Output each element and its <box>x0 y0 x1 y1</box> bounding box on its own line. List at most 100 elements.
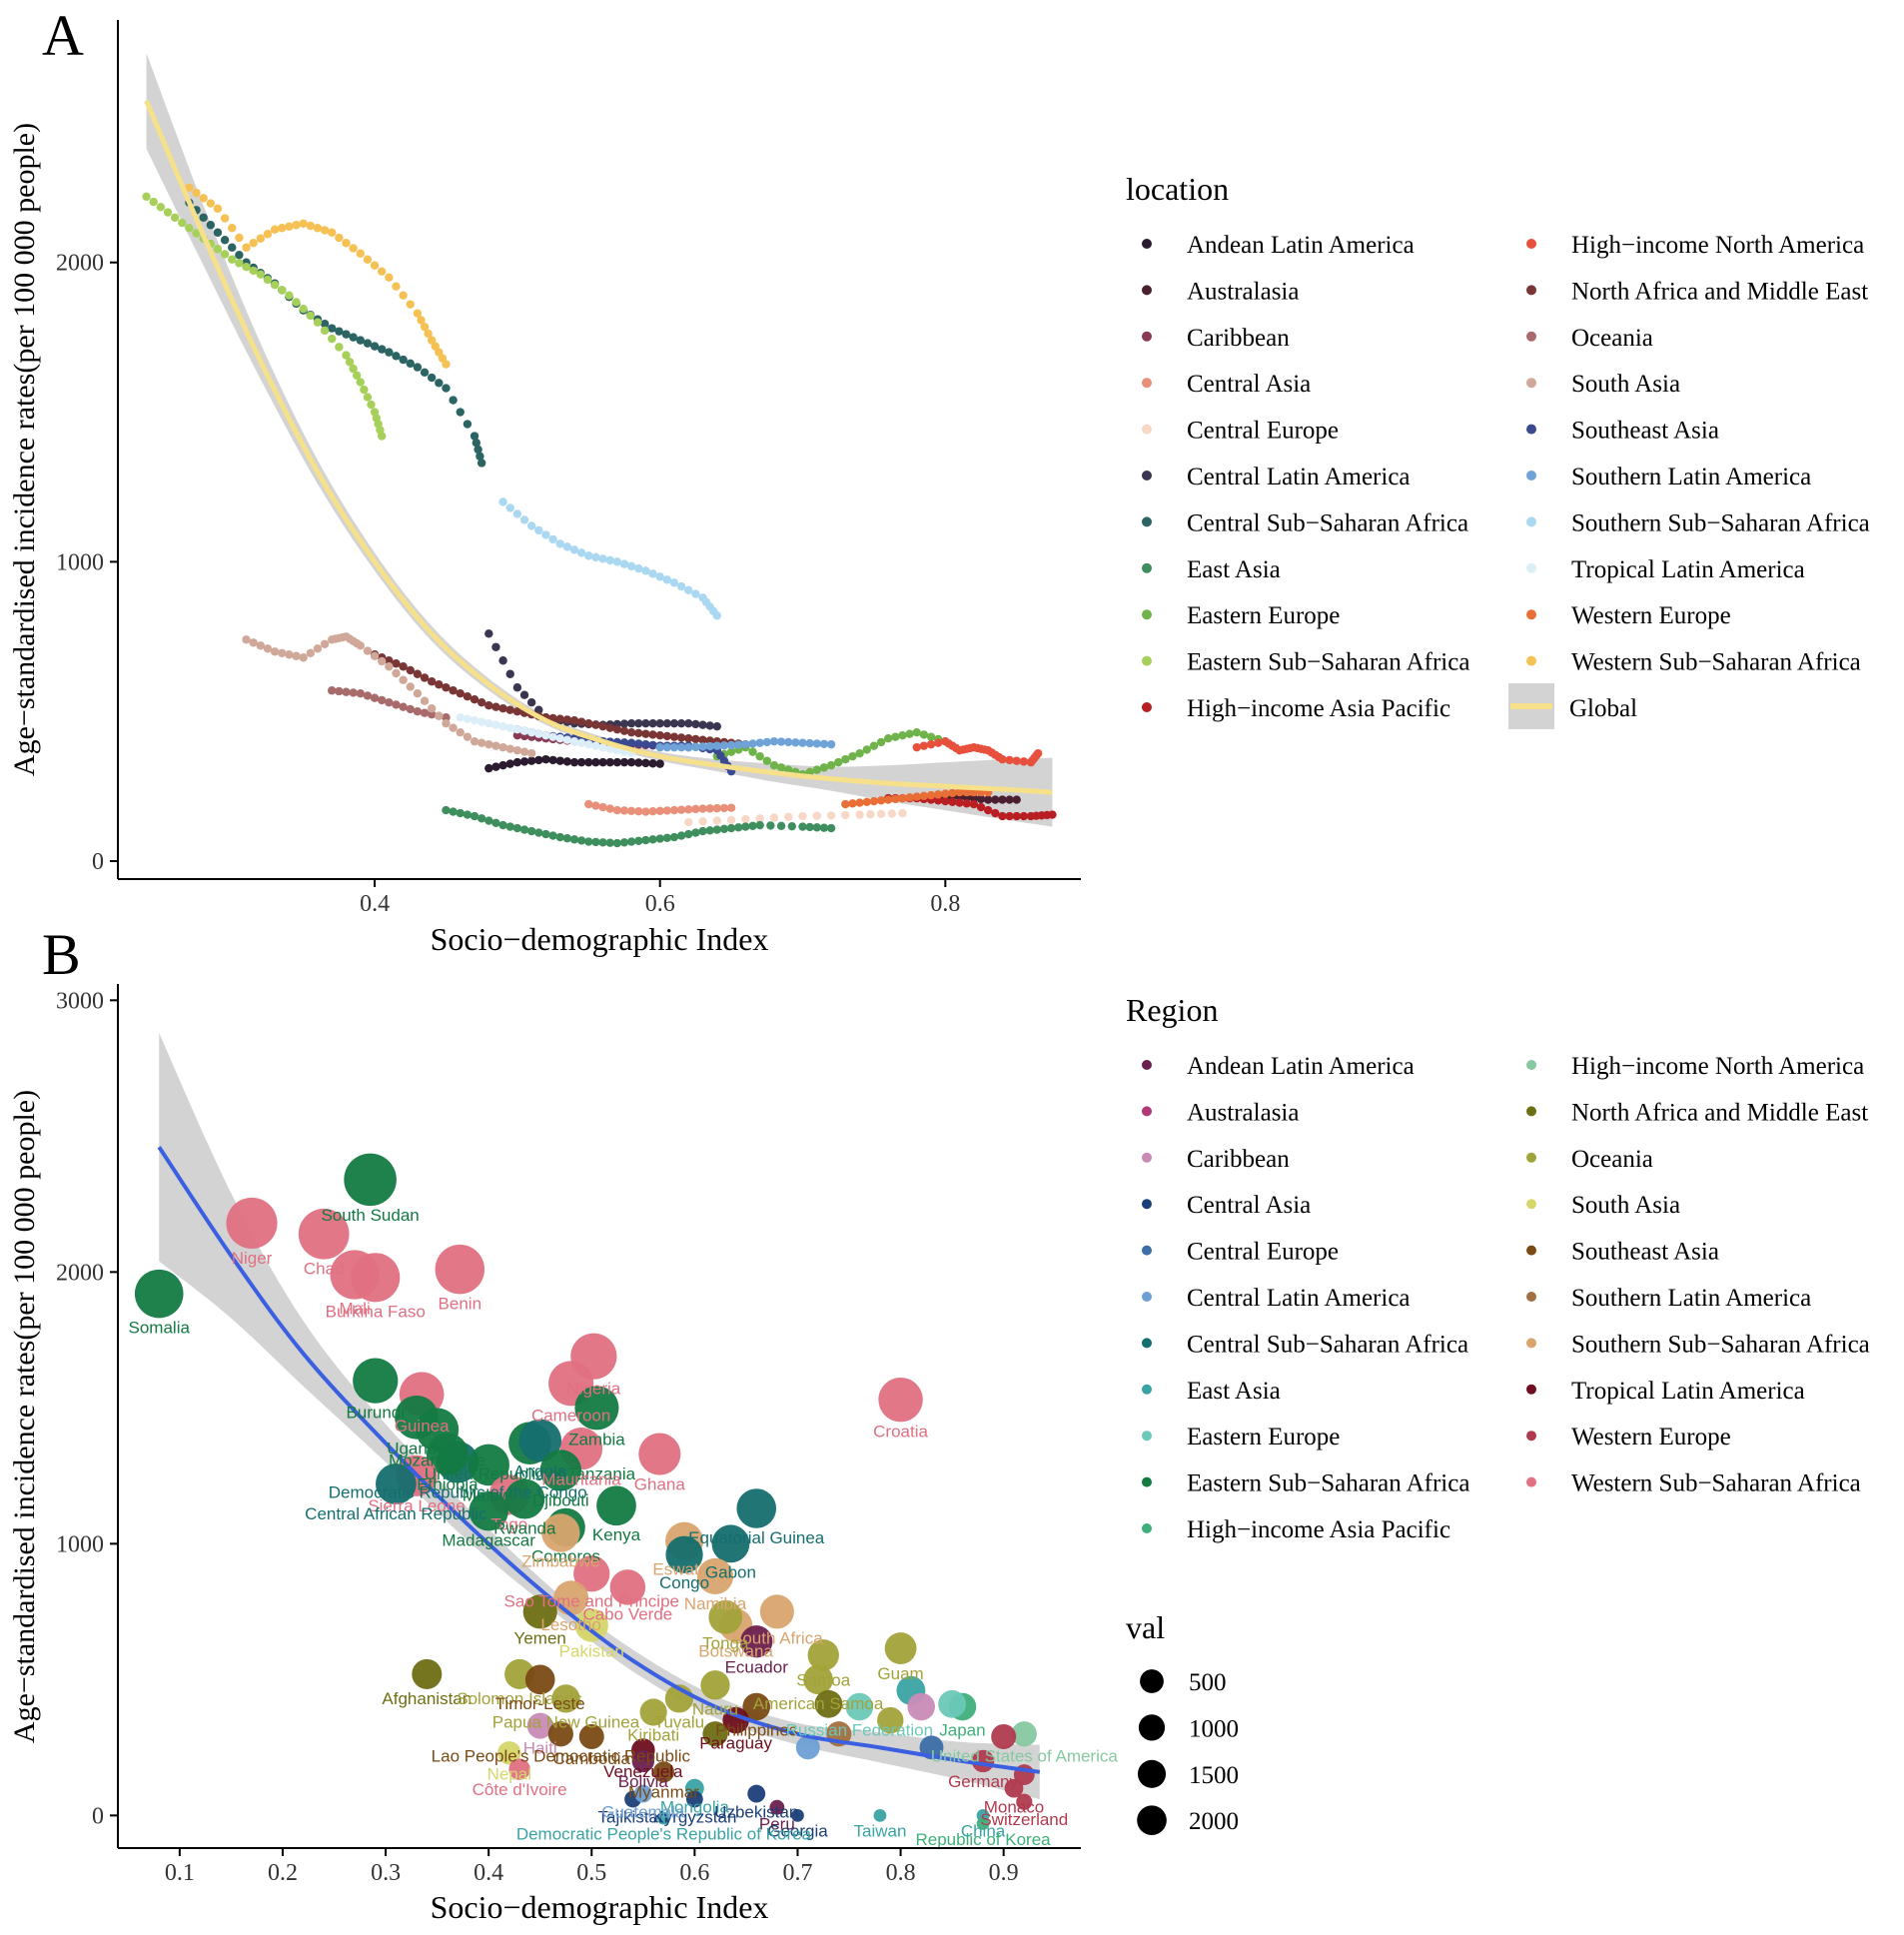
b-y-tick-label: 1000 <box>56 1531 104 1557</box>
legend-a-label-southern-sub-saharan-africa: Southern Sub−Saharan Africa <box>1571 509 1870 536</box>
country-label-philippines: Philippines <box>715 1720 797 1739</box>
point-central-asia <box>719 803 729 813</box>
point-eastern-europe <box>898 730 907 740</box>
point-southern-latin-america <box>748 739 757 748</box>
a-y-tick-label: 0 <box>92 849 104 875</box>
point-eastern-europe <box>855 748 864 758</box>
point-eastern-europe <box>819 763 829 772</box>
point-central-sub-saharan-africa <box>406 359 415 369</box>
point-east-asia <box>505 822 514 831</box>
point-tropical-latin-america <box>584 739 593 749</box>
country-label-kiribati: Kiribati <box>627 1726 679 1745</box>
size-legend-key-500 <box>1140 1669 1164 1693</box>
point-eastern-europe <box>869 741 879 750</box>
point-central-asia <box>669 805 679 815</box>
point-east-asia <box>734 823 743 832</box>
b-x-tick-label: 0.3 <box>371 1860 401 1886</box>
point-central-latin-america <box>698 720 707 729</box>
a-x-tick-label: 0.8 <box>930 891 960 917</box>
point-eastern-europe <box>826 760 836 770</box>
point-east-asia <box>812 823 821 832</box>
point-eastern-sub-saharan-africa <box>353 371 362 381</box>
point-central-sub-saharan-africa <box>228 243 237 252</box>
point-southern-latin-america <box>676 742 686 752</box>
panel-a-y-ticks: 0 1000 2000 <box>56 251 118 875</box>
point-andean-latin-america <box>541 754 550 764</box>
point-east-asia <box>626 837 636 846</box>
point-western-sub-saharan-africa <box>242 243 251 252</box>
bubble-ecuador <box>740 1625 773 1658</box>
country-label-tajikistan: Tajikistan <box>598 1807 668 1826</box>
point-australasia <box>998 795 1007 804</box>
point-eastern-sub-saharan-africa <box>256 270 266 279</box>
legend-a-label-east-asia: East Asia <box>1187 556 1281 583</box>
point-north-africa-and-middle-east <box>498 703 507 713</box>
point-western-sub-saharan-africa <box>270 225 280 234</box>
b-x-tick-label: 0.9 <box>989 1860 1019 1886</box>
point-western-europe <box>905 793 914 802</box>
country-label-lao-people-s-democratic-republic: Lao People's Democratic Republic <box>432 1746 691 1765</box>
bubble-burundi <box>353 1358 399 1404</box>
point-central-europe <box>866 810 875 819</box>
country-label-monaco: Monaco <box>984 1798 1044 1817</box>
point-south-asia <box>249 638 258 647</box>
point-oceania <box>370 693 380 702</box>
bubble-gabon <box>711 1524 750 1563</box>
point-central-latin-america <box>534 705 543 714</box>
legend-b-label-southern-sub-saharan-africa: Southern Sub−Saharan Africa <box>1571 1331 1870 1358</box>
point-central-latin-america <box>691 719 700 729</box>
country-label-timor-leste: Timor-Leste <box>495 1694 585 1713</box>
point-southern-latin-america <box>798 738 807 747</box>
point-western-sub-saharan-africa <box>228 224 237 233</box>
legend-a-key-western-sub-saharan-africa <box>1526 655 1536 666</box>
point-eastern-europe <box>812 765 821 774</box>
point-southern-sub-saharan-africa <box>669 578 679 587</box>
country-label-botswana: Botswana <box>698 1642 773 1661</box>
country-label-congo: Congo <box>659 1573 709 1592</box>
point-southern-sub-saharan-africa <box>676 581 686 591</box>
bubble-chad <box>298 1208 350 1260</box>
point-central-sub-saharan-africa <box>470 432 479 441</box>
bubble-american-samoa <box>803 1664 833 1695</box>
point-east-asia <box>512 823 522 833</box>
point-central-asia <box>684 805 693 814</box>
point-australasia <box>991 795 1000 804</box>
point-central-asia <box>641 807 650 816</box>
point-central-latin-america <box>705 721 714 730</box>
b-y-tick-label: 0 <box>92 1803 104 1829</box>
point-eastern-europe <box>891 732 900 741</box>
country-label-japan: Japan <box>939 1720 985 1739</box>
point-central-asia <box>634 807 643 816</box>
point-western-sub-saharan-africa <box>349 244 358 253</box>
point-high-income-north-america <box>919 741 929 750</box>
point-south-asia <box>449 723 458 732</box>
bubble-tonga <box>708 1599 743 1634</box>
point-central-latin-america <box>712 721 722 731</box>
bubble-south-africa <box>759 1594 794 1629</box>
point-eastern-sub-saharan-africa <box>335 343 344 352</box>
point-eastern-sub-saharan-africa <box>345 358 355 367</box>
point-south-asia <box>278 648 287 657</box>
legend-a-key-eastern-europe <box>1142 609 1152 620</box>
panel-a-scatter-points <box>142 183 1057 848</box>
bubble-kiribati <box>639 1698 667 1726</box>
point-south-asia <box>470 736 479 746</box>
country-label-papua-new-guinea: Papua New Guinea <box>492 1713 640 1732</box>
point-south-asia <box>435 711 444 720</box>
legend-a-key-high-income-asia-pacific <box>1142 702 1152 712</box>
bubble-georgia <box>791 1808 804 1822</box>
point-southern-latin-america <box>812 739 821 748</box>
point-australasia <box>1005 795 1014 804</box>
legend-b-label-east-asia: East Asia <box>1187 1378 1281 1405</box>
point-andean-latin-america <box>491 762 500 771</box>
point-south-asia <box>363 646 373 655</box>
point-east-asia <box>591 837 600 847</box>
point-eastern-europe <box>748 747 757 756</box>
point-southern-latin-america <box>712 741 722 750</box>
legend-a-key-central-sub-saharan-africa <box>1142 516 1152 527</box>
point-north-africa-and-middle-east <box>476 698 486 707</box>
legend-a-key-andean-latin-america <box>1142 239 1152 249</box>
bubble-benin <box>435 1244 485 1295</box>
point-south-asia <box>270 647 280 656</box>
point-andean-latin-america <box>605 757 614 767</box>
